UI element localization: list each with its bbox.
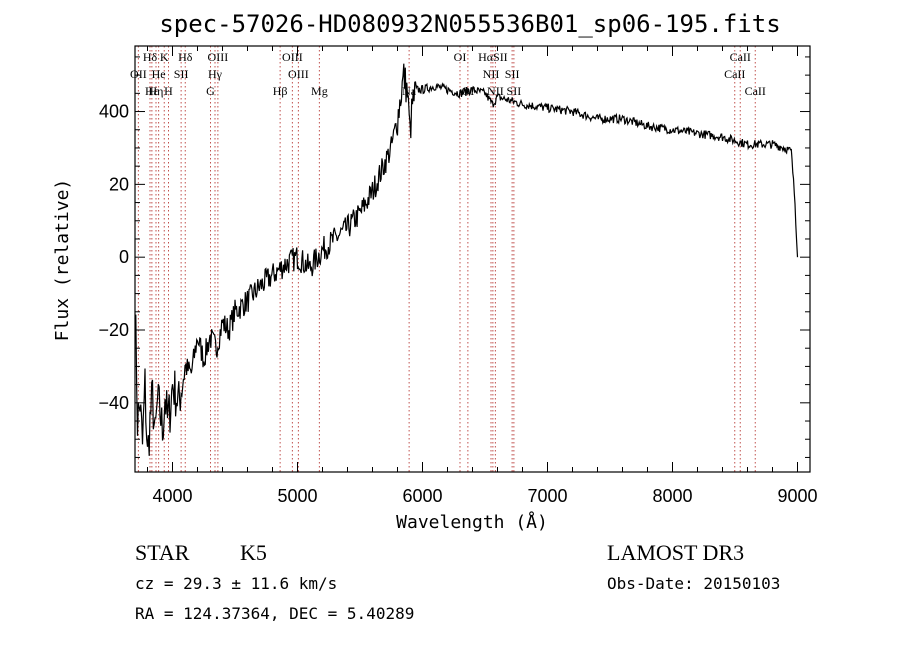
chart-title: spec-57026-HD080932N055536B01_sp06-195.f… xyxy=(159,10,780,38)
y-tick-label: −40 xyxy=(98,393,129,413)
line-marker-label: OI xyxy=(454,50,467,64)
x-tick-label: 7000 xyxy=(527,486,567,506)
line-marker-label: Hδ xyxy=(143,50,158,64)
line-marker-label: Hβ xyxy=(273,84,288,98)
line-marker-label: CaII xyxy=(724,67,745,81)
y-tick-label: 20 xyxy=(109,174,129,194)
x-tick-label: 6000 xyxy=(402,486,442,506)
line-marker-label: SII xyxy=(507,84,522,98)
y-axis-ticks: −40 −20 0 20 400 xyxy=(98,56,810,458)
object-class: STAR xyxy=(135,540,190,565)
plot-frame xyxy=(134,45,811,473)
line-marker-label: HαSII xyxy=(478,50,508,64)
line-marker-label: Hε xyxy=(145,84,159,98)
line-marker-label: Hδ xyxy=(178,50,193,64)
y-tick-label: 400 xyxy=(99,102,129,122)
x-tick-label: 5000 xyxy=(277,486,317,506)
line-marker-label: OIII xyxy=(208,50,229,64)
x-axis-label: Wavelength (Å) xyxy=(396,511,548,533)
obs-date: Obs-Date: 20150103 xyxy=(607,574,780,593)
line-marker-label: SII xyxy=(174,67,189,81)
line-marker-label: Mg xyxy=(311,84,328,98)
y-tick-label: 0 xyxy=(119,247,129,267)
line-marker-label: OIII xyxy=(282,50,303,64)
line-marker-label: NII xyxy=(483,67,500,81)
line-marker-label: OII xyxy=(130,67,147,81)
line-marker-label: H xyxy=(164,84,173,98)
line-marker-label: OIII xyxy=(288,67,309,81)
x-tick-label: 4000 xyxy=(152,486,192,506)
flux-series-line xyxy=(134,63,799,456)
object-subclass: K5 xyxy=(240,540,267,565)
line-marker-label: K xyxy=(160,50,169,64)
line-marker-label: Hη xyxy=(149,84,164,98)
line-marker-label: CaII xyxy=(745,84,766,98)
redshift-cz: cz = 29.3 ± 11.6 km/s xyxy=(135,574,337,593)
survey-name: LAMOST DR3 xyxy=(607,540,744,565)
y-axis-label: Flux (relative) xyxy=(52,179,73,342)
line-marker-label: CaII xyxy=(730,50,751,64)
line-marker-label: NII xyxy=(487,84,504,98)
ra-dec: RA = 124.37364, DEC = 5.40289 xyxy=(135,604,414,623)
x-axis-ticks: 4000 5000 6000 7000 8000 9000 xyxy=(147,46,818,506)
y-tick-label: −20 xyxy=(98,320,129,340)
line-marker-label: G xyxy=(206,84,215,98)
x-tick-label: 8000 xyxy=(652,486,692,506)
line-markers xyxy=(137,46,756,472)
x-tick-label: 9000 xyxy=(777,486,817,506)
line-marker-label: He xyxy=(152,67,166,81)
line-marker-label: Hγ xyxy=(208,67,223,81)
line-marker-label: SII xyxy=(505,67,520,81)
